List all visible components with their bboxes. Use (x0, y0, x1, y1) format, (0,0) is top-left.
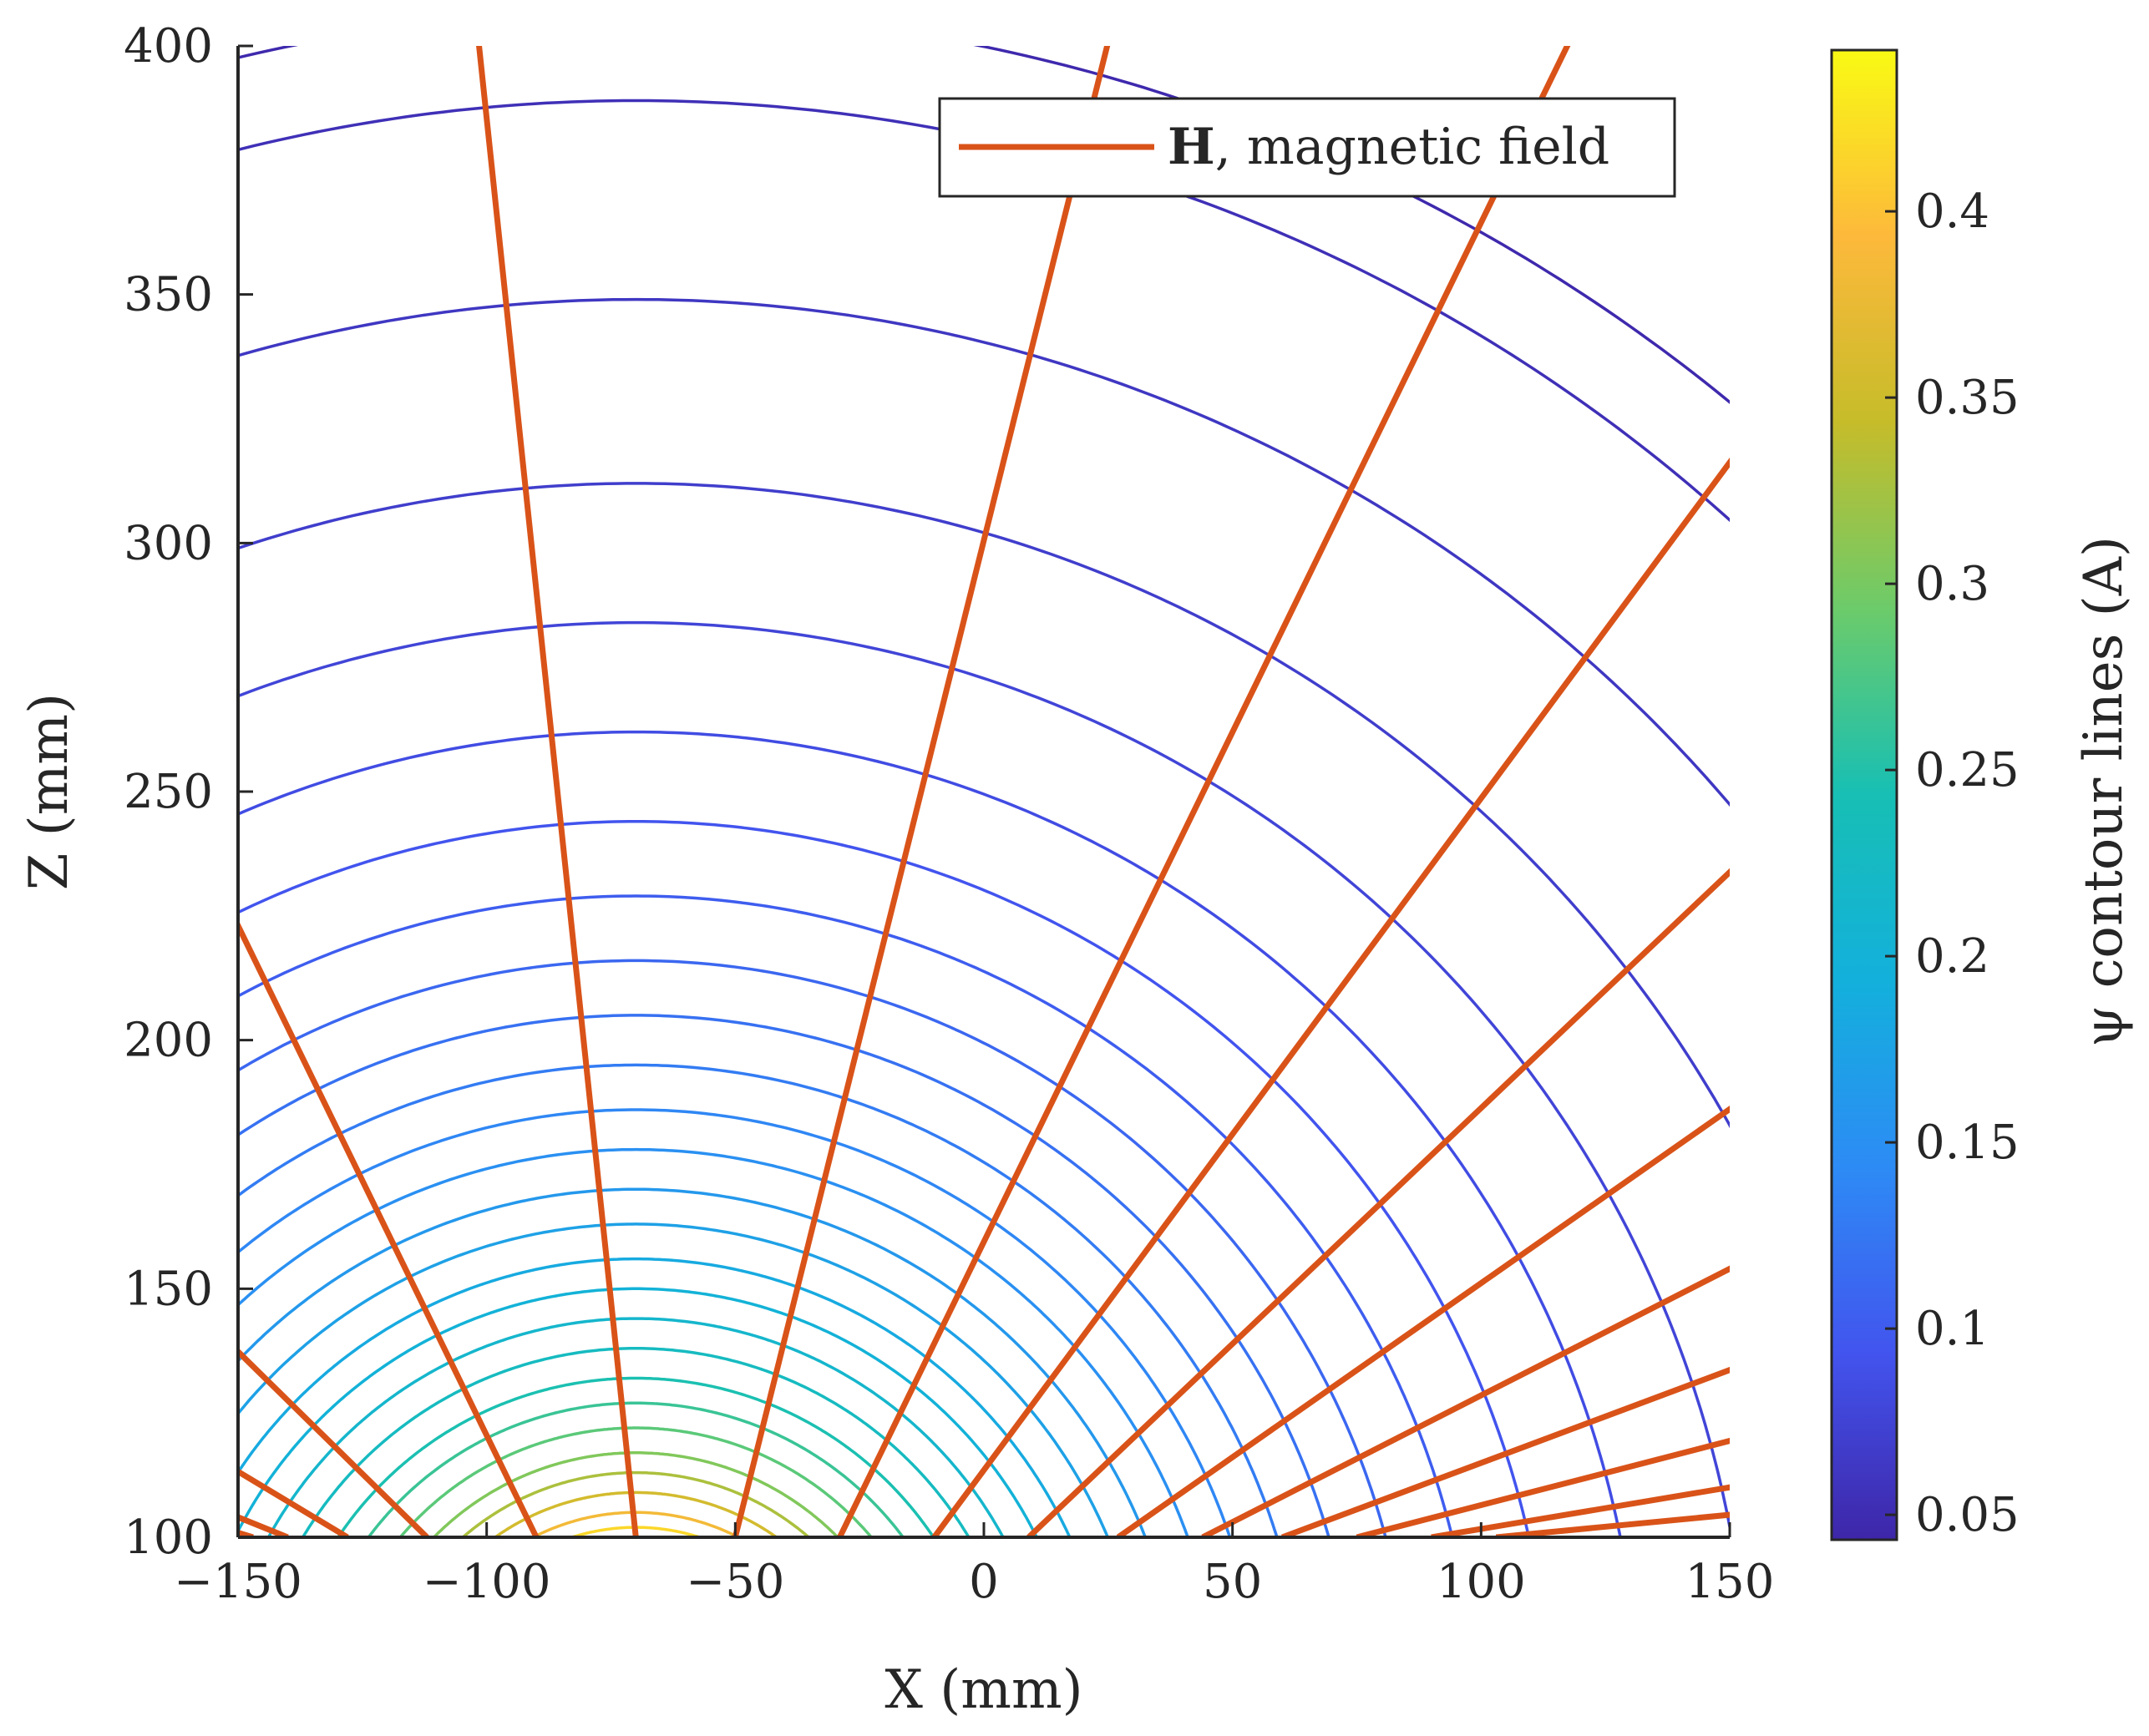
contour-line (238, 1063, 1279, 1537)
colorbar-tick-label: 0.3 (1915, 557, 1989, 611)
x-tick-label: 100 (1437, 1555, 1526, 1609)
y-tick-label: 300 (124, 516, 213, 570)
contour-line (398, 1426, 874, 1537)
contour-line (301, 1347, 971, 1537)
x-tick-label: −50 (686, 1555, 784, 1609)
x-tick-label: −100 (423, 1555, 551, 1609)
x-axis-title: X (mm) (884, 1659, 1082, 1721)
contour-line (238, 297, 1730, 807)
x-tick-label: −150 (174, 1555, 302, 1609)
colorbar: 0.05 0.1 0.15 0.2 0.25 0.3 0.35 0.4 ψ contour l… (1830, 48, 2135, 1542)
colorbar-tick-label: 0.1 (1915, 1302, 1989, 1356)
magnetic-field-lines (238, 46, 1730, 1537)
colorbar-tick-label: 0.25 (1915, 743, 2020, 797)
psi-contour-lines (238, 46, 1730, 1537)
legend-label-rest: , magnetic field (1215, 118, 1609, 176)
x-tick-label: 0 (969, 1555, 999, 1609)
field-line (476, 46, 639, 1537)
colorbar-tick-label: 0.05 (1915, 1488, 2020, 1542)
y-tick-label: 200 (124, 1014, 213, 1068)
contour-line (432, 1451, 840, 1537)
y-tick-label: 150 (124, 1262, 213, 1316)
contour-line (238, 959, 1387, 1537)
contour-line (238, 1147, 1189, 1537)
contour-line (238, 1287, 1039, 1537)
y-axis-ticks: 100 150 200 250 300 350 400 (124, 19, 253, 1565)
contour-line (238, 620, 1730, 1535)
colorbar-ticks: 0.05 0.1 0.15 0.2 0.25 0.3 0.35 0.4 (1885, 185, 2020, 1542)
colorbar-title: ψ contour lines (A) (2073, 536, 2135, 1047)
contour-line (492, 1491, 779, 1537)
field-line (732, 46, 1111, 1537)
colorbar-tick-label: 0.15 (1915, 1116, 2020, 1170)
contour-line (238, 730, 1622, 1537)
plot-background (238, 46, 1730, 1537)
y-tick-label: 400 (124, 19, 213, 73)
y-tick-label: 100 (124, 1511, 213, 1565)
colorbar-gradient (1830, 48, 1898, 1541)
legend: H, magnetic field (938, 97, 1676, 198)
y-tick-label: 250 (124, 765, 213, 819)
field-line (837, 46, 1571, 1537)
contour-line (238, 1222, 1110, 1537)
contour-line (238, 1257, 1072, 1537)
contour-line (530, 1511, 742, 1537)
colorbar-tick-label: 0.2 (1915, 929, 1989, 984)
contour-line (460, 1470, 811, 1537)
contour-line (266, 1317, 1006, 1537)
legend-label: H, magnetic field (1168, 118, 1609, 176)
field-line (931, 457, 1730, 1537)
colorbar-tick-label: 0.4 (1915, 185, 1989, 239)
colorbar-tick-label: 0.35 (1915, 371, 2020, 425)
x-axis-ticks: −150 −100 −50 0 50 100 150 (174, 1522, 1774, 1609)
contour-line (238, 482, 1730, 1129)
contour-line (238, 894, 1454, 1537)
contour-line (238, 1014, 1330, 1537)
contour-line (238, 99, 1730, 523)
contour-line (238, 1108, 1232, 1537)
y-tick-label: 350 (124, 268, 213, 322)
x-tick-label: 150 (1685, 1555, 1775, 1609)
contour-line (336, 1376, 935, 1537)
x-tick-label: 50 (1203, 1555, 1262, 1609)
contour-line (238, 819, 1531, 1537)
contour-line (367, 1401, 905, 1537)
legend-label-bold: H (1168, 118, 1215, 176)
y-axis-title: Z (mm) (18, 693, 80, 890)
